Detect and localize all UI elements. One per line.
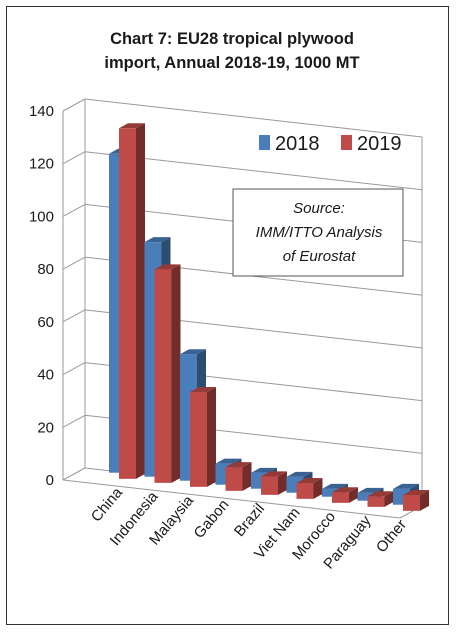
bar-paraguay-2019: [367, 491, 394, 507]
source-line-1: Source:: [293, 200, 345, 217]
bar-front: [367, 496, 385, 507]
bar-top: [403, 490, 429, 496]
bar-side: [278, 471, 287, 495]
x-tick-label-other: Other: [373, 516, 410, 556]
y-tick-label-20: 20: [37, 419, 54, 436]
bar-front: [357, 492, 375, 501]
y-tick-label-100: 100: [29, 208, 54, 225]
bar-side: [420, 490, 429, 511]
chart-title-line-1: Chart 7: EU28 tropical plywood: [110, 30, 354, 48]
bar-top: [296, 478, 323, 484]
bar-other-2019: [403, 490, 429, 511]
bar-viet-nam-2019: [296, 478, 323, 499]
bar-front: [190, 391, 207, 487]
gridline-depth-80: [62, 256, 86, 270]
source-line-2: IMM/ITTO Analysis: [256, 224, 383, 241]
y-tick-label-40: 40: [37, 367, 54, 384]
chart-title-line-2: import, Annual 2018-19, 1000 MT: [104, 54, 359, 72]
bar-malaysia-2019: [190, 386, 216, 487]
bar-front: [332, 492, 349, 503]
gridline-depth-0: [62, 467, 86, 481]
bar-front: [119, 128, 136, 479]
source-line-3: of Eurostat: [283, 248, 356, 265]
y-tick-label-120: 120: [29, 156, 54, 173]
axis-layer: [62, 99, 423, 519]
legend-swatch-2019: [341, 135, 352, 150]
bar-side: [313, 478, 323, 499]
bar-top: [225, 462, 252, 468]
y-tick-labels: 0 20 40 60 80 100 120 140: [29, 103, 54, 489]
bar-china-2019: [119, 123, 145, 479]
bar-top: [367, 491, 394, 497]
bar-front: [261, 476, 278, 495]
bars-layer: [109, 123, 429, 511]
legend-label-2018: 2018: [275, 133, 320, 155]
y-tick-label-60: 60: [37, 314, 54, 331]
legend-swatch-2018: [259, 135, 270, 150]
bar-side: [242, 462, 252, 491]
x-tick-label-brazil: Brazil: [231, 500, 268, 540]
chart-frame: Chart 7: EU28 tropical plywood import, A…: [6, 6, 449, 625]
bar-top: [322, 483, 348, 489]
bar-top: [215, 458, 242, 464]
gridline-depth-100: [62, 203, 86, 217]
floor-front-edge: [62, 479, 401, 519]
y-tick-label-0: 0: [46, 472, 54, 489]
bar-top: [332, 487, 358, 493]
gridline-140: [84, 98, 423, 138]
y-tick-label-140: 140: [29, 103, 54, 120]
bar-gabon-2019: [225, 462, 252, 491]
bar-front: [322, 488, 339, 497]
bar-top: [357, 487, 384, 493]
bar-indonesia-2019: [154, 264, 181, 483]
bar-side: [349, 487, 358, 503]
gridline-depth-60: [62, 309, 86, 323]
gridline-depth-120: [62, 151, 86, 165]
legend: 2018 2019: [259, 133, 402, 155]
gridline-depth-20: [62, 414, 86, 428]
y-tick-label-80: 80: [37, 261, 54, 278]
bar-morocco-2019: [332, 487, 358, 503]
chart-svg: Chart 7: EU28 tropical plywood import, A…: [29, 30, 429, 572]
bar-side: [384, 491, 394, 507]
bar-top: [180, 349, 206, 355]
bar-top: [251, 467, 277, 473]
bar-front: [154, 269, 172, 483]
source-annotation: Source: IMM/ITTO Analysis of Eurostat: [232, 188, 404, 277]
bar-top: [144, 237, 171, 243]
source-box: [232, 188, 404, 277]
bar-top: [119, 123, 145, 129]
bar-top: [393, 483, 419, 489]
bar-top: [190, 386, 216, 392]
x-tick-label-china: China: [88, 484, 127, 525]
bar-side: [171, 264, 181, 483]
bar-top: [286, 471, 313, 477]
gridline-depth-140: [62, 98, 86, 112]
bar-side: [207, 386, 216, 487]
legend-item-2019: 2019: [341, 133, 402, 155]
bar-side: [136, 123, 145, 479]
bar-brazil-2019: [261, 471, 287, 495]
gridline-depth-40: [62, 362, 86, 376]
legend-label-2019: 2019: [357, 133, 402, 155]
bar-top: [154, 264, 181, 270]
legend-item-2018: 2018: [259, 133, 320, 155]
bar-front: [403, 495, 420, 511]
bar-front: [225, 467, 243, 491]
bar-front: [296, 483, 314, 499]
bar-top: [261, 471, 287, 477]
